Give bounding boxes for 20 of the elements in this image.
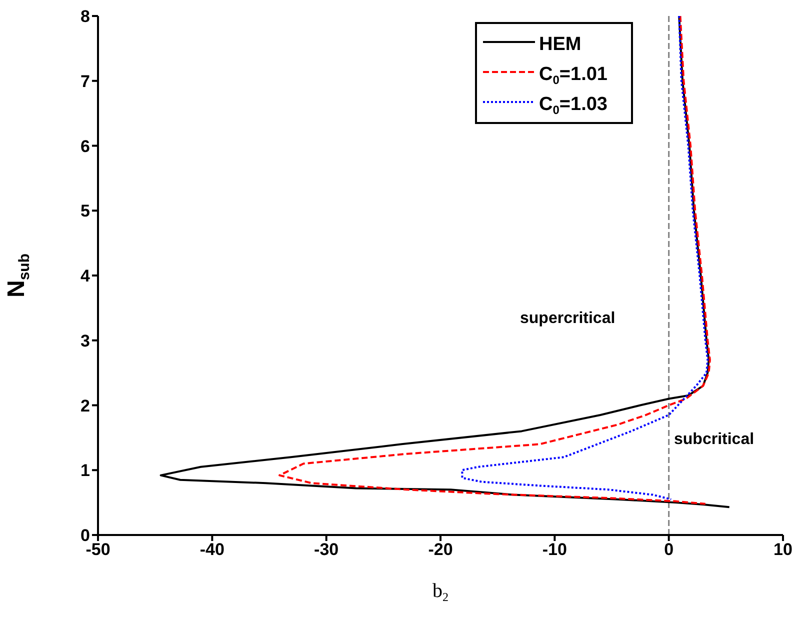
x-tick-label: 10 xyxy=(774,540,792,560)
x-tick-label: -10 xyxy=(542,540,567,560)
legend-label: C$_{0}$=1.01 xyxy=(539,64,608,87)
y-tick-label: 2 xyxy=(80,396,90,416)
annotation: subcritical xyxy=(674,431,754,449)
y-tick-label: 8 xyxy=(80,7,90,26)
y-tick-label: 3 xyxy=(80,331,90,350)
x-tick-label: -30 xyxy=(314,540,339,560)
legend-label: HEM xyxy=(539,34,582,55)
annotation: supercritical xyxy=(520,310,616,328)
x-axis-title: b$_{2}$ xyxy=(432,580,448,604)
legend-label: C$_{0}$=1.03 xyxy=(539,94,608,117)
y-tick-label: 4 xyxy=(80,266,91,286)
y-tick-label: 5 xyxy=(80,202,90,221)
y-tick-label: 7 xyxy=(80,72,90,91)
x-tick-label: -20 xyxy=(428,540,453,560)
x-tick-label: -40 xyxy=(200,540,224,560)
x-tick-label: 0 xyxy=(664,540,674,560)
y-tick-label: 1 xyxy=(80,461,90,480)
y-tick-label: 6 xyxy=(80,136,90,156)
